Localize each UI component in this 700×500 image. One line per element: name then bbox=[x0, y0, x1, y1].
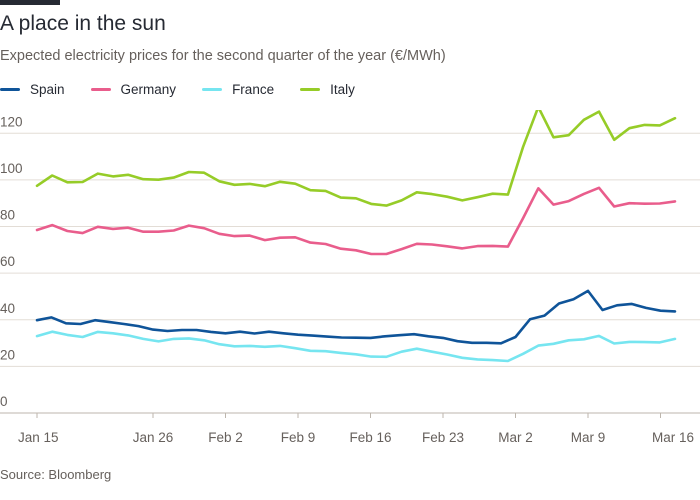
legend-item-spain: Spain bbox=[0, 82, 65, 97]
y-tick-label: 100 bbox=[0, 161, 23, 176]
y-tick-label: 20 bbox=[0, 347, 15, 362]
y-tick-label: 120 bbox=[0, 114, 23, 129]
y-tick-label: 0 bbox=[0, 394, 8, 409]
line-chart: 0 20 40 60 80 100 120 Jan 15 Jan 26 Feb 2 Feb 9 Feb… bbox=[0, 110, 700, 445]
x-tick-label: Jan 26 bbox=[133, 430, 174, 445]
series-line-italy bbox=[35, 110, 677, 207]
legend-swatch-france bbox=[202, 87, 223, 91]
x-tick-label: Feb 16 bbox=[349, 430, 391, 445]
legend-swatch-spain bbox=[0, 87, 20, 91]
legend-label-germany: Germany bbox=[120, 81, 177, 97]
x-tick-label: Mar 9 bbox=[571, 430, 606, 445]
y-tick-label: 80 bbox=[0, 208, 15, 223]
x-tick-label: Jan 15 bbox=[18, 430, 59, 445]
series-line-germany bbox=[35, 186, 677, 256]
legend-item-italy: Italy bbox=[300, 82, 355, 97]
y-tick-label: 40 bbox=[0, 301, 15, 316]
legend-swatch-italy bbox=[300, 87, 321, 91]
source-note: Source: Bloomberg bbox=[0, 467, 112, 482]
x-tick-label: Feb 23 bbox=[422, 430, 464, 445]
x-tick-label: Feb 9 bbox=[281, 430, 316, 445]
legend-swatch-germany bbox=[90, 87, 111, 91]
series-line-france bbox=[35, 330, 677, 363]
legend-label-italy: Italy bbox=[330, 81, 355, 97]
x-tick-label: Mar 2 bbox=[498, 430, 533, 445]
legend-label-france: France bbox=[232, 81, 275, 97]
legend-item-france: France bbox=[202, 82, 274, 97]
legend-label-spain: Spain bbox=[30, 81, 65, 97]
legend-item-germany: Germany bbox=[90, 81, 177, 97]
y-tick-label: 60 bbox=[0, 254, 15, 269]
x-tick-label: Feb 2 bbox=[208, 430, 243, 445]
series-line-spain bbox=[35, 289, 677, 345]
brand-bar bbox=[0, 0, 60, 5]
x-tick-label: Mar 16 bbox=[652, 430, 694, 445]
chart-subtitle: Expected electricity prices for the seco… bbox=[0, 48, 446, 64]
legend: Spain Germany France Italy bbox=[0, 80, 381, 98]
chart-title: A place in the sun bbox=[0, 12, 166, 35]
